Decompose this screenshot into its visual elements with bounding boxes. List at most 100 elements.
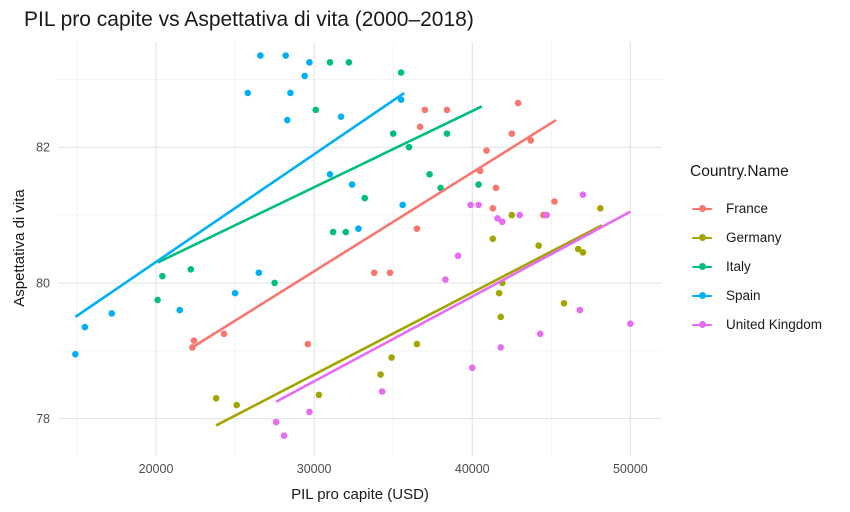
legend-label: United Kingdom — [726, 317, 823, 332]
data-point-france — [483, 147, 490, 154]
legend-item-united-kingdom: United Kingdom — [690, 310, 845, 339]
data-point-italy — [342, 228, 350, 236]
data-point-united-kingdom — [280, 432, 288, 439]
data-point-united-kingdom — [576, 306, 584, 314]
trend-line-united-kingdom — [275, 210, 631, 403]
data-point-united-kingdom — [306, 408, 313, 416]
x-tick-label: 40000 — [455, 462, 490, 476]
data-point-italy — [426, 171, 433, 178]
legend-items: France Germany Italy Spain United Kingdom — [690, 194, 845, 339]
data-point-spain — [301, 72, 308, 80]
legend-key-icon — [690, 202, 714, 216]
data-point-germany — [315, 391, 323, 399]
series-france — [189, 99, 558, 351]
data-point-united-kingdom — [467, 201, 474, 209]
data-point-germany — [597, 204, 604, 212]
data-point-france — [413, 225, 421, 232]
data-point-germany — [377, 371, 384, 378]
data-point-spain — [176, 306, 184, 314]
x-tick-label: 30000 — [297, 462, 332, 476]
legend-key-icon — [690, 260, 714, 274]
data-point-italy — [187, 266, 195, 273]
data-point-france — [492, 184, 500, 192]
data-point-france — [489, 204, 497, 212]
data-point-france — [190, 337, 198, 344]
series-germany — [212, 204, 604, 409]
data-point-germany — [233, 401, 240, 409]
data-point-italy — [326, 59, 334, 66]
data-point-united-kingdom — [499, 218, 506, 226]
data-point-united-kingdom — [516, 211, 523, 219]
legend: Country.Name France Germany Italy Spain Unit… — [690, 163, 845, 339]
data-point-france — [370, 269, 378, 277]
series-united-kingdom — [272, 191, 634, 439]
data-point-italy — [271, 279, 278, 287]
data-point-germany — [212, 395, 220, 402]
data-point-italy — [405, 143, 413, 151]
data-point-france — [508, 130, 516, 137]
data-point-spain — [72, 350, 79, 358]
legend-item-germany: Germany — [690, 223, 845, 252]
data-point-spain — [399, 201, 406, 209]
legend-item-spain: Spain — [690, 281, 845, 310]
data-point-spain — [283, 116, 291, 124]
trend-line-france — [191, 118, 557, 349]
data-point-italy — [345, 59, 353, 66]
data-point-united-kingdom — [497, 344, 505, 351]
data-point-united-kingdom — [579, 191, 587, 199]
data-point-united-kingdom — [536, 330, 544, 338]
legend-title: Country.Name — [690, 163, 789, 180]
data-point-germany — [579, 249, 587, 256]
series-spain — [72, 52, 406, 358]
data-point-germany — [495, 289, 503, 297]
data-point-spain — [287, 89, 294, 97]
data-point-italy — [154, 296, 161, 304]
data-point-spain — [244, 89, 252, 97]
data-point-germany — [388, 354, 395, 361]
data-point-united-kingdom — [627, 320, 634, 327]
legend-key-icon — [690, 289, 714, 303]
data-point-germany — [508, 211, 516, 219]
trend-line-spain — [74, 91, 406, 318]
data-point-italy — [443, 130, 451, 137]
data-point-italy — [329, 228, 337, 236]
data-point-france — [421, 106, 429, 114]
data-point-italy — [475, 181, 482, 188]
trend-line-germany — [215, 224, 603, 427]
data-point-spain — [348, 181, 356, 188]
legend-key-icon — [690, 231, 714, 245]
legend-key-icon — [690, 318, 714, 332]
data-point-france — [416, 123, 424, 131]
data-point-france — [551, 198, 558, 205]
data-point-united-kingdom — [272, 418, 280, 426]
data-point-united-kingdom — [468, 364, 476, 372]
data-point-germany — [560, 299, 568, 307]
data-point-france — [220, 330, 228, 338]
data-point-united-kingdom — [543, 211, 550, 219]
x-tick-label: 50000 — [613, 462, 648, 476]
data-point-italy — [437, 184, 444, 192]
grid-layer — [58, 42, 662, 456]
data-point-spain — [355, 225, 362, 232]
y-axis-title: Aspettativa di vita — [11, 189, 28, 307]
data-point-italy — [361, 194, 369, 202]
data-point-italy — [312, 106, 320, 114]
data-point-united-kingdom — [442, 276, 449, 283]
y-tick-label: 80 — [36, 276, 50, 290]
data-point-germany — [535, 242, 542, 249]
data-point-united-kingdom — [475, 201, 482, 209]
data-point-france — [527, 137, 535, 144]
x-axis-title: PIL pro capite (USD) — [291, 486, 429, 503]
data-point-italy — [389, 130, 397, 137]
data-point-france — [443, 106, 451, 114]
data-point-united-kingdom — [494, 215, 501, 222]
data-point-spain — [108, 310, 116, 317]
data-point-germany — [497, 313, 505, 321]
data-point-france — [386, 269, 394, 277]
data-point-united-kingdom — [454, 252, 462, 260]
data-point-germany — [574, 245, 582, 253]
legend-label: Spain — [726, 288, 761, 303]
legend-label: France — [726, 201, 769, 216]
y-tick-label: 78 — [36, 412, 50, 426]
